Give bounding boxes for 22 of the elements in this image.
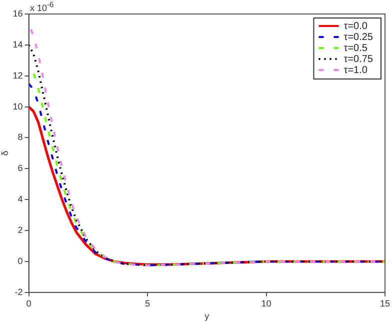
y-tick-label: 16 (12, 8, 23, 18)
y-tick-label: 8 (18, 132, 23, 142)
y-tick-label: 6 (18, 163, 23, 174)
y-axis-title: δ (0, 150, 10, 156)
text: x 10$^{-6}$ (30, 0, 54, 13)
legend-label: τ=0.25 (344, 32, 374, 43)
y-tick-label: 12 (12, 70, 23, 80)
legend-label: τ=0.75 (344, 54, 374, 65)
x-axis-title: y (204, 311, 210, 322)
y-tick-label: 2 (18, 225, 23, 236)
legend-label: τ=1.0 (344, 64, 368, 76)
legend-label: τ=0.0 (344, 20, 368, 32)
x-tick-label: 10 (261, 298, 272, 308)
x-tick-label: 5 (145, 298, 150, 308)
y-tick-label: 14 (12, 39, 23, 50)
y-tick-label: -2 (14, 286, 23, 297)
x-tick-label: 0 (26, 298, 32, 308)
y-tick-label: 4 (18, 194, 23, 204)
y-tick-label: 0 (18, 256, 23, 266)
x-tick-label: 15 (380, 298, 390, 308)
y-tick-label: 10 (12, 101, 23, 112)
legend-label: τ=0.5 (344, 42, 368, 54)
